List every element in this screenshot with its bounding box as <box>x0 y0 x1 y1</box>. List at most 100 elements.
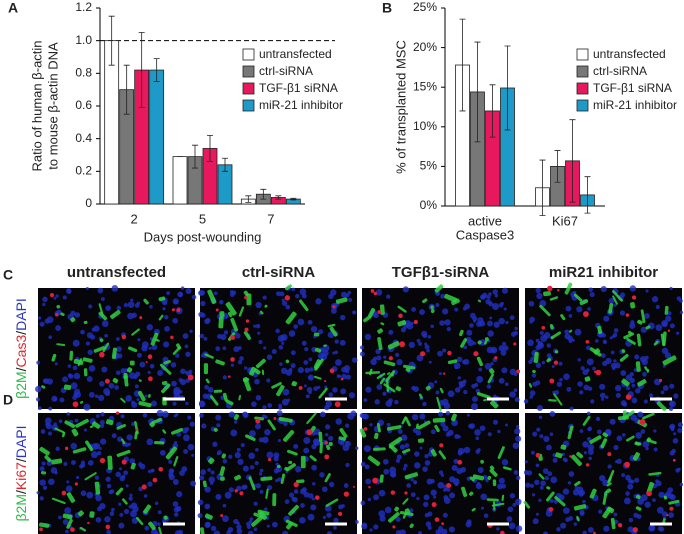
nucleus <box>345 440 351 447</box>
nucleus <box>395 458 401 464</box>
nucleus <box>544 475 549 481</box>
green-signal <box>165 446 178 460</box>
green-signal <box>70 317 76 323</box>
nucleus <box>414 451 420 457</box>
red-signal <box>121 334 127 340</box>
green-signal <box>480 459 484 464</box>
legend-label: miR-21 inhibitor <box>259 98 343 112</box>
nucleus <box>670 428 675 432</box>
nucleus <box>430 324 435 329</box>
green-signal <box>383 360 396 367</box>
green-signal <box>83 368 88 377</box>
nucleus <box>400 434 408 441</box>
legend-swatch <box>576 48 589 61</box>
red-signal <box>99 457 106 464</box>
nucleus <box>187 415 192 420</box>
red-signal <box>494 356 498 360</box>
nucleus <box>614 384 622 392</box>
nucleus <box>469 323 474 328</box>
nucleus <box>419 446 423 450</box>
panel-letter: A <box>8 0 18 16</box>
nucleus <box>236 524 242 530</box>
nucleus <box>395 352 400 358</box>
nucleus <box>204 503 211 510</box>
nucleus <box>189 329 193 333</box>
nucleus <box>70 382 78 390</box>
nucleus <box>249 517 254 521</box>
nucleus <box>288 330 296 337</box>
nucleus <box>135 371 141 377</box>
nucleus <box>471 403 478 411</box>
nucleus <box>413 386 419 392</box>
nucleus <box>305 394 310 399</box>
nucleus <box>65 485 73 492</box>
nucleus <box>640 326 647 333</box>
green-signal <box>528 383 532 388</box>
error-bar <box>123 64 130 115</box>
nucleus <box>101 320 109 328</box>
nucleus <box>215 493 222 500</box>
nucleus <box>599 383 606 390</box>
nucleus <box>264 415 268 419</box>
green-signal <box>138 379 142 382</box>
nucleus <box>266 378 271 383</box>
red-signal <box>547 285 553 292</box>
nucleus <box>386 294 391 299</box>
bar <box>172 156 188 205</box>
nucleus <box>117 436 123 442</box>
stain-label: β2M/Cas3/DAPI <box>13 298 29 399</box>
nucleus <box>408 341 416 349</box>
nucleus <box>72 365 78 371</box>
nucleus <box>237 360 243 365</box>
nucleus <box>545 510 553 517</box>
nucleus <box>151 344 158 351</box>
nucleus <box>143 494 148 498</box>
nucleus <box>582 499 586 504</box>
green-signal <box>121 438 126 445</box>
nucleus <box>320 353 328 361</box>
green-signal <box>148 521 156 531</box>
nucleus <box>539 330 544 336</box>
nucleus <box>447 429 454 436</box>
nucleus <box>474 382 479 387</box>
green-signal <box>105 419 114 426</box>
green-signal <box>549 324 554 330</box>
green-signal <box>38 522 50 528</box>
green-signal <box>388 436 403 448</box>
nucleus <box>210 470 215 475</box>
green-signal <box>285 359 290 364</box>
nucleus <box>129 493 133 497</box>
nucleus <box>547 471 553 477</box>
nucleus <box>509 315 515 321</box>
nucleus <box>99 419 105 425</box>
nucleus <box>492 302 500 310</box>
nucleus <box>136 301 141 305</box>
legend-swatch <box>576 82 589 95</box>
green-signal <box>324 473 331 483</box>
y-tick-label: 0.8 <box>75 66 92 80</box>
nucleus <box>146 324 154 331</box>
nucleus <box>216 423 221 428</box>
red-signal <box>55 313 59 317</box>
nucleus <box>120 414 125 419</box>
nucleus <box>531 493 536 497</box>
nucleus <box>373 524 379 530</box>
green-signal <box>82 357 93 363</box>
green-signal <box>612 295 618 305</box>
nucleus <box>480 295 485 300</box>
nucleus <box>348 297 353 302</box>
nucleus <box>568 471 575 477</box>
nucleus <box>96 506 102 512</box>
nucleus <box>503 307 507 311</box>
nucleus <box>42 302 46 307</box>
nucleus <box>139 463 146 470</box>
nucleus <box>310 504 317 511</box>
green-signal <box>656 401 667 412</box>
green-signal <box>255 358 266 369</box>
nucleus <box>312 438 320 445</box>
nucleus <box>285 470 289 474</box>
nucleus <box>64 507 72 515</box>
nucleus <box>443 488 447 492</box>
green-signal <box>397 305 407 313</box>
red-signal <box>293 482 299 488</box>
